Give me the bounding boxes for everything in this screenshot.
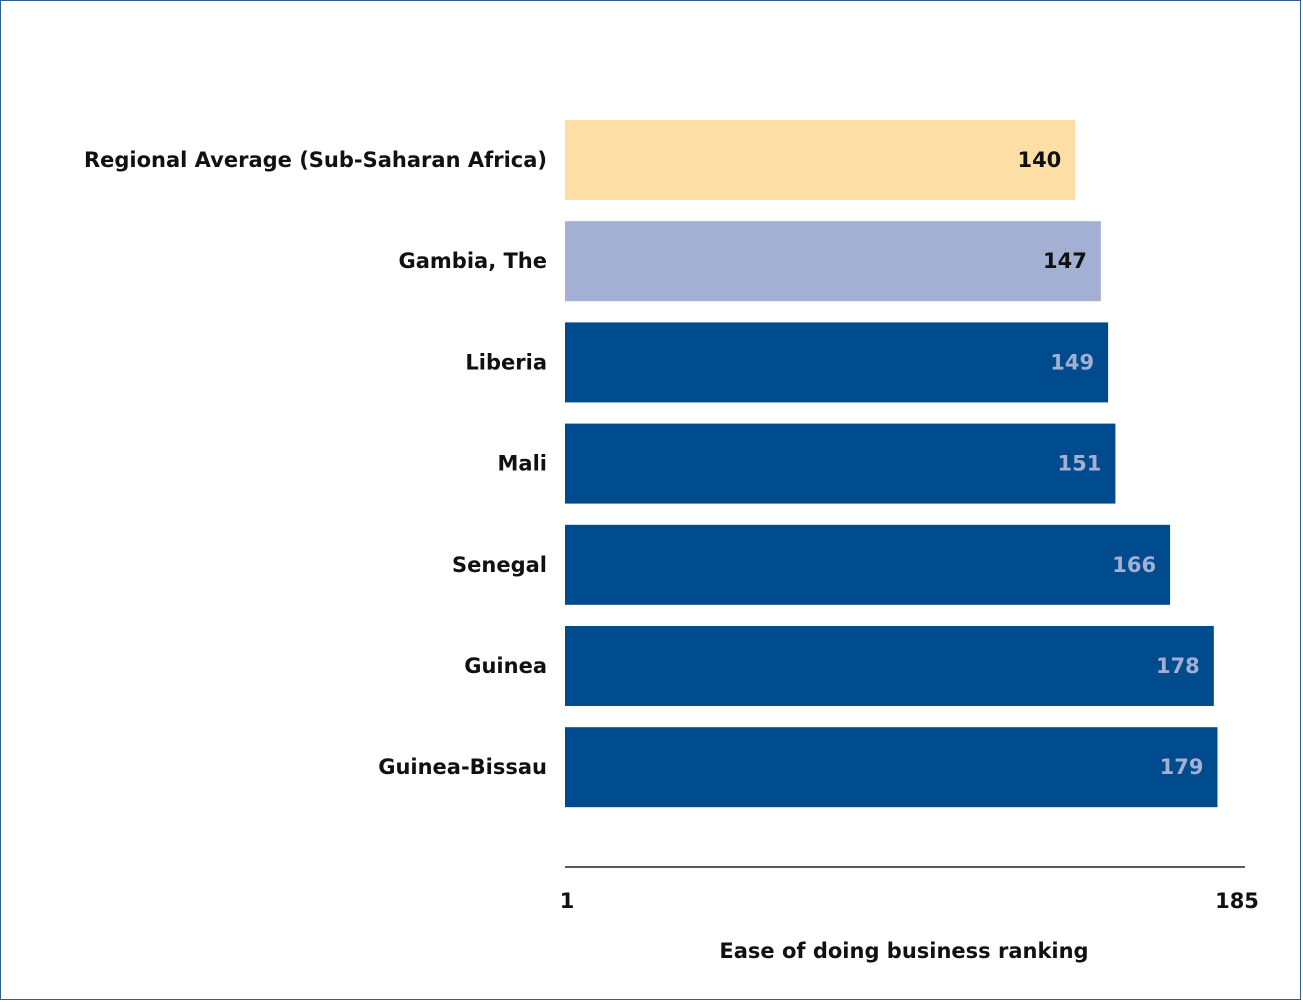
category-label-mali: Mali — [498, 452, 547, 476]
value-label-gambia-the: 147 — [1043, 249, 1087, 273]
category-label-regional-average-sub-saharan-africa: Regional Average (Sub-Saharan Africa) — [84, 148, 547, 172]
value-label-guinea: 178 — [1156, 654, 1200, 678]
bar-gambia-the — [565, 221, 1101, 302]
bar-mali — [565, 423, 1116, 504]
value-label-regional-average-sub-saharan-africa: 140 — [1017, 148, 1061, 172]
category-label-guinea-bissau: Guinea-Bissau — [378, 755, 547, 779]
category-label-senegal: Senegal — [452, 553, 547, 577]
value-label-guinea-bissau: 179 — [1160, 755, 1204, 779]
bar-regional-average-sub-saharan-africa — [565, 120, 1076, 200]
bar-guinea — [565, 626, 1214, 706]
category-label-liberia: Liberia — [465, 350, 547, 374]
x-tick-max: 185 — [1215, 889, 1259, 913]
value-label-senegal: 166 — [1112, 553, 1156, 577]
category-label-gambia-the: Gambia, The — [399, 249, 548, 273]
value-label-liberia: 149 — [1050, 350, 1094, 374]
bar-senegal — [565, 524, 1171, 605]
category-label-guinea: Guinea — [464, 654, 547, 678]
x-tick-min: 1 — [560, 889, 575, 913]
value-label-mali: 151 — [1058, 452, 1102, 476]
bar-guinea-bissau — [565, 727, 1218, 808]
bar-liberia — [565, 322, 1109, 403]
x-axis-title: Ease of doing business ranking — [719, 939, 1088, 963]
bars-group: Regional Average (Sub-Saharan Africa) 140… — [84, 120, 1218, 808]
